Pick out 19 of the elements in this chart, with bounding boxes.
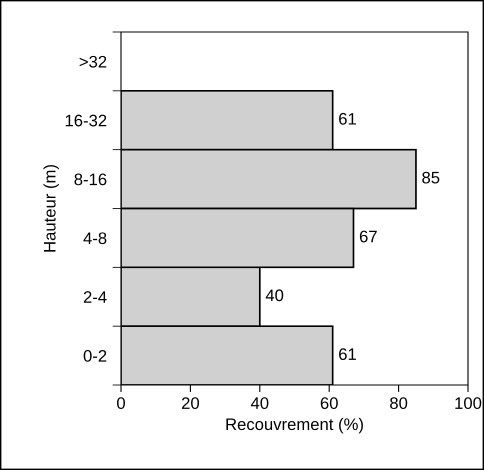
x-tick-label: 60 <box>320 397 338 410</box>
x-tick-label: 100 <box>455 397 482 410</box>
x-tick-label: 80 <box>390 397 408 410</box>
x-tick-label: 20 <box>182 397 200 410</box>
x-tick-label: 0 <box>117 397 125 410</box>
data-label: 67 <box>360 230 377 242</box>
data-label: 40 <box>266 289 284 302</box>
data-label: 61 <box>339 112 356 125</box>
y-tick-label: 4-8 <box>83 232 106 244</box>
y-axis-title: Hauteur (m) <box>43 165 59 252</box>
y-tick-label: >32 <box>80 56 106 68</box>
y-tick-label: 2-4 <box>84 291 107 303</box>
data-label: 85 <box>422 172 440 184</box>
y-tick-label: 8-16 <box>74 173 106 186</box>
y-tick-label: 0-2 <box>84 350 106 362</box>
x-tick-label: 40 <box>250 397 268 410</box>
data-label: 61 <box>339 348 356 360</box>
y-tick-label: 16-32 <box>66 114 106 126</box>
x-axis-title: Recouvrement (%) <box>226 418 363 434</box>
